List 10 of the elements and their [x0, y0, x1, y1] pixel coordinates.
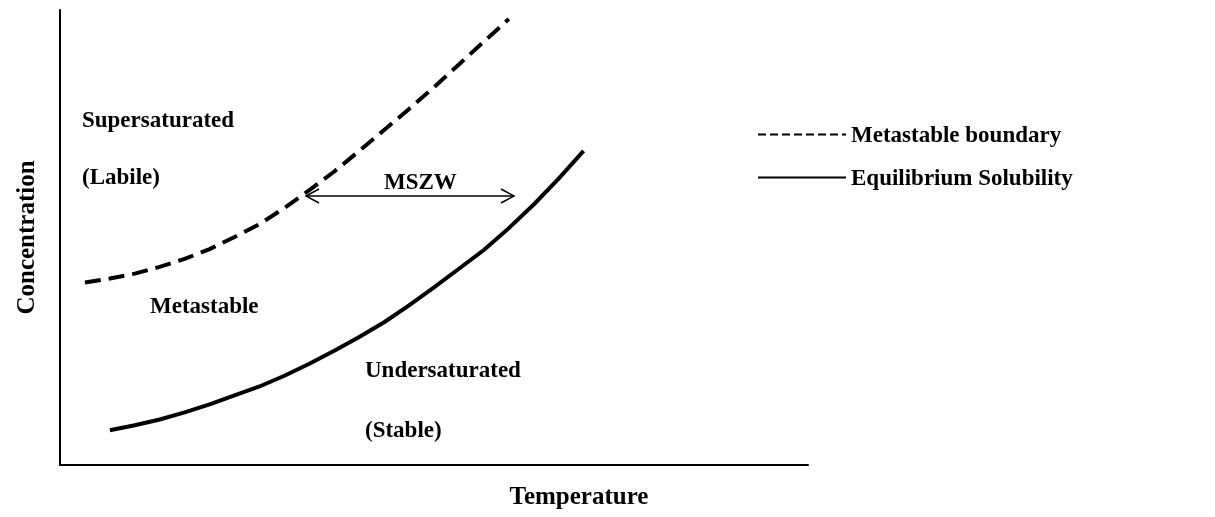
legend-label: Equilibrium Solubility — [851, 165, 1074, 190]
annotation: Undersaturated — [365, 357, 522, 382]
annotation: (Labile) — [82, 164, 160, 189]
annotation: MSZW — [384, 169, 457, 194]
x-axis-title: Temperature — [509, 482, 649, 509]
legend-label: Metastable boundary — [851, 122, 1062, 147]
annotation: Supersaturated — [82, 107, 235, 132]
annotation: Metastable — [150, 293, 259, 318]
annotation: (Stable) — [365, 417, 442, 442]
y-axis-title: Concentration — [12, 160, 39, 315]
